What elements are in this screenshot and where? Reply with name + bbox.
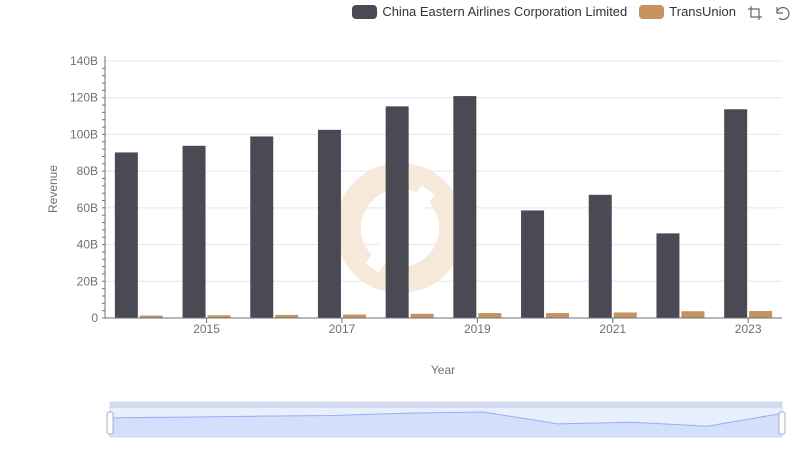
restore-icon[interactable] [774,5,790,21]
bar-china-eastern [656,233,680,318]
y-tick-label: 40B [77,238,98,252]
x-axis: 2015 2017 2019 2021 2023 [105,317,782,336]
bar-series [114,96,773,319]
bar-transunion [342,314,366,318]
y-tick-label: 0 [91,311,98,325]
bar-china-eastern [385,106,409,319]
y-tick-label: 140B [70,54,98,68]
y-tick-label: 120B [70,91,98,105]
zoom-area [110,412,782,437]
data-zoom-slider[interactable] [106,401,786,438]
x-tick-label: 2023 [735,322,762,336]
zoom-handle-right[interactable] [778,411,786,435]
zoom-select-icon[interactable] [747,5,763,21]
bar-transunion [613,312,637,318]
x-tick-label: 2019 [464,322,491,336]
legend-swatch-transunion [639,4,665,19]
bar-china-eastern [250,136,274,318]
x-tick-label: 2017 [329,322,356,336]
legend-label-transunion: TransUnion [669,4,736,19]
legend-label-china-eastern: China Eastern Airlines Corporation Limit… [382,4,628,19]
legend-item-china-eastern[interactable]: China Eastern Airlines Corporation Limit… [352,4,627,19]
bar-transunion [139,315,163,318]
y-axis-title: Revenue [46,165,60,213]
x-axis-title: Year [431,363,455,377]
bar-china-eastern [521,210,545,318]
y-tick-label: 80B [77,164,98,178]
x-tick-label: 2021 [599,322,626,336]
zoom-line [109,411,783,427]
x-tick-label: 2015 [193,322,220,336]
bar-transunion [207,315,231,318]
bar-transunion [749,311,773,318]
zoom-handle-left[interactable] [106,411,114,435]
y-tick-label: 60B [77,201,98,215]
legend-swatch-china-eastern [352,4,378,19]
y-tick-label: 20B [77,274,98,288]
bar-china-eastern [317,129,341,318]
bar-transunion [546,313,570,318]
bar-china-eastern [114,152,138,318]
legend: China Eastern Airlines Corporation Limit… [340,4,736,19]
bar-china-eastern [182,145,206,318]
y-tick-label: 100B [70,127,98,141]
bar-transunion [275,314,299,318]
bar-transunion [478,313,502,318]
bar-transunion [410,313,434,318]
bar-china-eastern [588,194,612,318]
y-axis: 0 20B 40B 60B 80B 100B 120B 140B [70,54,106,325]
bar-china-eastern [453,96,477,319]
bar-china-eastern [724,109,748,318]
bar-transunion [681,311,705,318]
legend-item-transunion[interactable]: TransUnion [639,4,736,19]
zoom-move-bar [110,402,782,408]
